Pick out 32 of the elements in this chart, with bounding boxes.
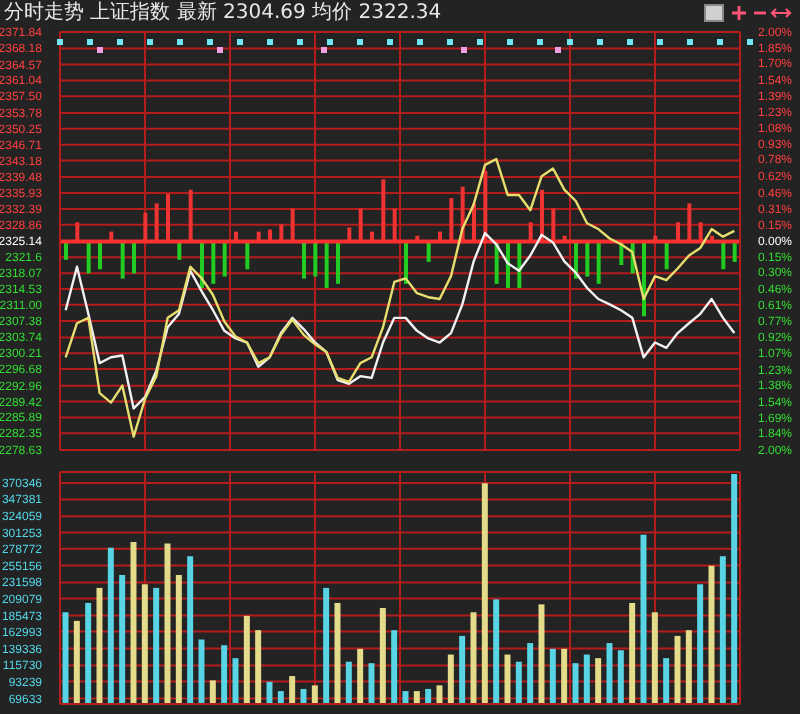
bar — [313, 241, 318, 277]
bar — [392, 208, 397, 241]
bar — [290, 208, 295, 241]
bar — [154, 203, 159, 241]
chart-title: 分时走势 上证指数 最新 2304.69 均价 2322.34 — [4, 2, 442, 26]
bar — [86, 241, 91, 274]
bar — [211, 241, 216, 284]
bar — [687, 203, 692, 241]
bar — [245, 241, 250, 270]
bar — [324, 241, 329, 289]
bar — [358, 208, 363, 241]
bar — [188, 189, 193, 241]
bar — [483, 170, 488, 241]
bar — [596, 241, 601, 284]
bar — [551, 208, 556, 241]
bar — [98, 241, 102, 270]
bar — [426, 241, 431, 262]
bar — [222, 241, 227, 277]
bar — [664, 241, 669, 270]
bar — [449, 198, 454, 241]
bar — [721, 241, 726, 270]
bar — [302, 241, 306, 279]
bar — [336, 241, 340, 284]
bar — [132, 241, 136, 274]
bar — [143, 212, 148, 241]
bar — [166, 193, 170, 241]
bar — [120, 241, 125, 279]
bar — [732, 241, 737, 262]
line-series — [64, 231, 736, 410]
line-series — [64, 157, 736, 438]
bar — [585, 241, 590, 277]
bar — [381, 179, 386, 241]
